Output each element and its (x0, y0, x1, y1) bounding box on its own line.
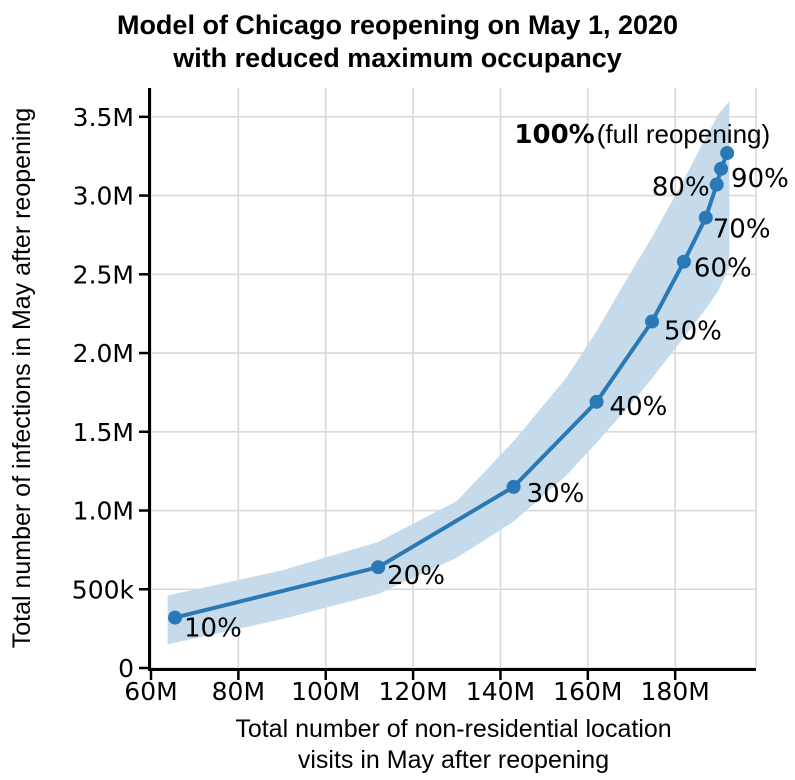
data-point-40% (589, 394, 604, 409)
point-label-10%: 10% (184, 614, 242, 644)
point-label-20%: 20% (387, 561, 445, 591)
data-point-20% (371, 560, 386, 575)
point-label-100%: 100%(full reopening) (514, 119, 770, 150)
point-label-40%: 40% (610, 392, 668, 422)
y-tick-label-1.5M: 1.5M (73, 418, 134, 447)
data-point-10% (168, 610, 183, 625)
y-tick-label-500k: 500k (72, 575, 135, 604)
x-tick-label-140M: 140M (466, 677, 535, 706)
chart-title: Model of Chicago reopening on May 1, 202… (0, 9, 795, 75)
point-label-60%: 60% (694, 254, 752, 284)
point-label-90%: 90% (731, 164, 789, 194)
x-axis-label-line2: visits in May after reopening (298, 746, 609, 774)
data-point-100% (720, 146, 735, 161)
x-tick-label-180M: 180M (641, 677, 710, 706)
y-tick-label-3.0M: 3.0M (73, 182, 134, 211)
point-label-70%: 70% (713, 215, 771, 245)
point-label-80%: 80% (652, 173, 710, 203)
y-axis-label: Total number of infections in May after … (8, 108, 36, 649)
data-point-70% (698, 210, 713, 225)
chart-title-line2: with reduced maximum occupancy (173, 43, 622, 73)
x-tick-label-60M: 60M (124, 677, 177, 706)
data-point-30% (506, 479, 521, 494)
data-point-90% (714, 161, 729, 176)
x-axis-label-line1: Total number of non-residential location (235, 715, 671, 743)
point-label-50%: 50% (664, 317, 722, 347)
x-tick-label-100M: 100M (291, 677, 360, 706)
y-tick-label-2.5M: 2.5M (73, 260, 134, 289)
data-point-60% (676, 254, 691, 269)
y-tick-label-1.0M: 1.0M (73, 497, 134, 526)
y-tick-label-0: 0 (118, 654, 134, 683)
point-label-30%: 30% (527, 479, 585, 509)
x-tick-label-160M: 160M (553, 677, 622, 706)
x-tick-label-120M: 120M (378, 677, 447, 706)
chart-title-line1: Model of Chicago reopening on May 1, 202… (116, 10, 679, 40)
model-line (173, 151, 730, 620)
data-point-80% (709, 177, 724, 192)
y-tick-label-2.0M: 2.0M (73, 339, 134, 368)
data-point-50% (645, 314, 660, 329)
y-tick-label-3.5M: 3.5M (73, 103, 134, 132)
confidence-band (167, 101, 730, 645)
x-tick-label-80M: 80M (212, 677, 265, 706)
